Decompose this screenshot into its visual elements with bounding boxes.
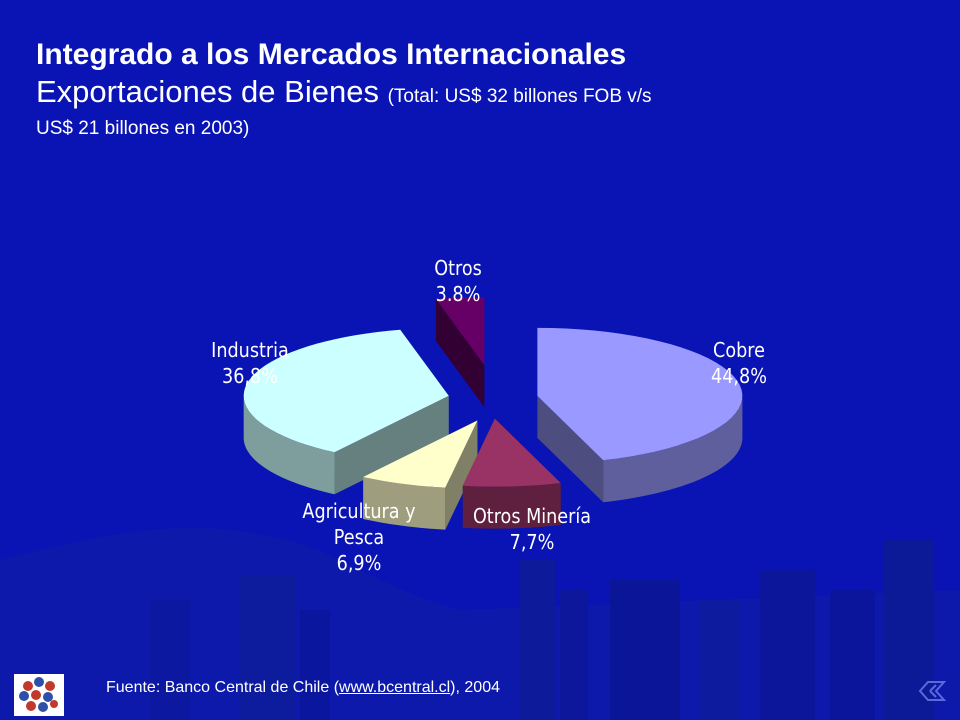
pie-slice-top [537,327,743,461]
pie-slice-top [462,418,561,487]
subtitle-note-cont: US$ 21 billones en 2003) [36,118,250,139]
pie-slice-wall [363,476,446,530]
source-prefix: Fuente: Banco Central de Chile ( [106,679,340,696]
pie-slice-top [363,420,478,488]
pie-slice-otros [435,297,485,408]
label-industria: Industria 36,8% [202,337,297,389]
label-industria-value: 36,8% [222,364,278,388]
pie-slice-wall [603,395,743,503]
pie-slice-wall [243,395,335,495]
label-industria-name: Industria [211,338,289,362]
slide-title: Integrado a los Mercados Internacionales [36,38,627,71]
pie-slice-top [435,297,485,366]
pie-slice-side [435,298,485,408]
pie-slice-side [334,395,449,495]
pie-slice-otros-mineria [462,418,561,529]
source-note: Fuente: Banco Central de Chile (www.bcen… [106,679,500,697]
slide-title-block: Integrado a los Mercados Internacionales… [36,36,896,143]
label-agricultura-name: Agricultura y [302,499,416,523]
subtitle-note: (Total: US$ 32 billones FOB v/s [387,86,652,107]
label-agricultura: Agricultura y Pesca 6,9% [293,498,425,576]
navigation-icon[interactable] [916,676,950,706]
banco-central-logo [14,674,64,716]
pie-slice-top [243,329,449,453]
pie-slice-industria [243,329,449,495]
label-cobre-name: Cobre [713,338,765,362]
label-otros-name: Otros [434,256,482,280]
label-otros-mineria-name: Otros Minería [472,504,592,528]
subtitle-main: Exportaciones de Bienes [36,74,379,109]
label-otros: Otros 3.8% [423,255,493,307]
label-otros-value: 3.8% [435,282,481,306]
label-cobre: Cobre 44,8% [691,337,788,389]
pie-slice-side [537,395,604,503]
slide-subtitle: Exportaciones de Bienes (Total: US$ 32 b… [36,74,896,115]
label-cobre-value: 44,8% [711,364,767,388]
pie-slice-cobre [537,327,743,503]
label-otros-mineria-value: 7,7% [509,530,555,554]
label-agricultura-name2: Pesca [333,525,385,549]
label-otros-mineria: Otros Minería 7,7% [463,503,600,555]
label-agricultura-value: 6,9% [336,551,382,575]
source-suffix: ), 2004 [450,679,500,696]
pie-slice-agricultura [363,420,478,530]
source-link[interactable]: www.bcentral.cl [339,679,451,696]
pie-slice-wall [462,483,561,529]
